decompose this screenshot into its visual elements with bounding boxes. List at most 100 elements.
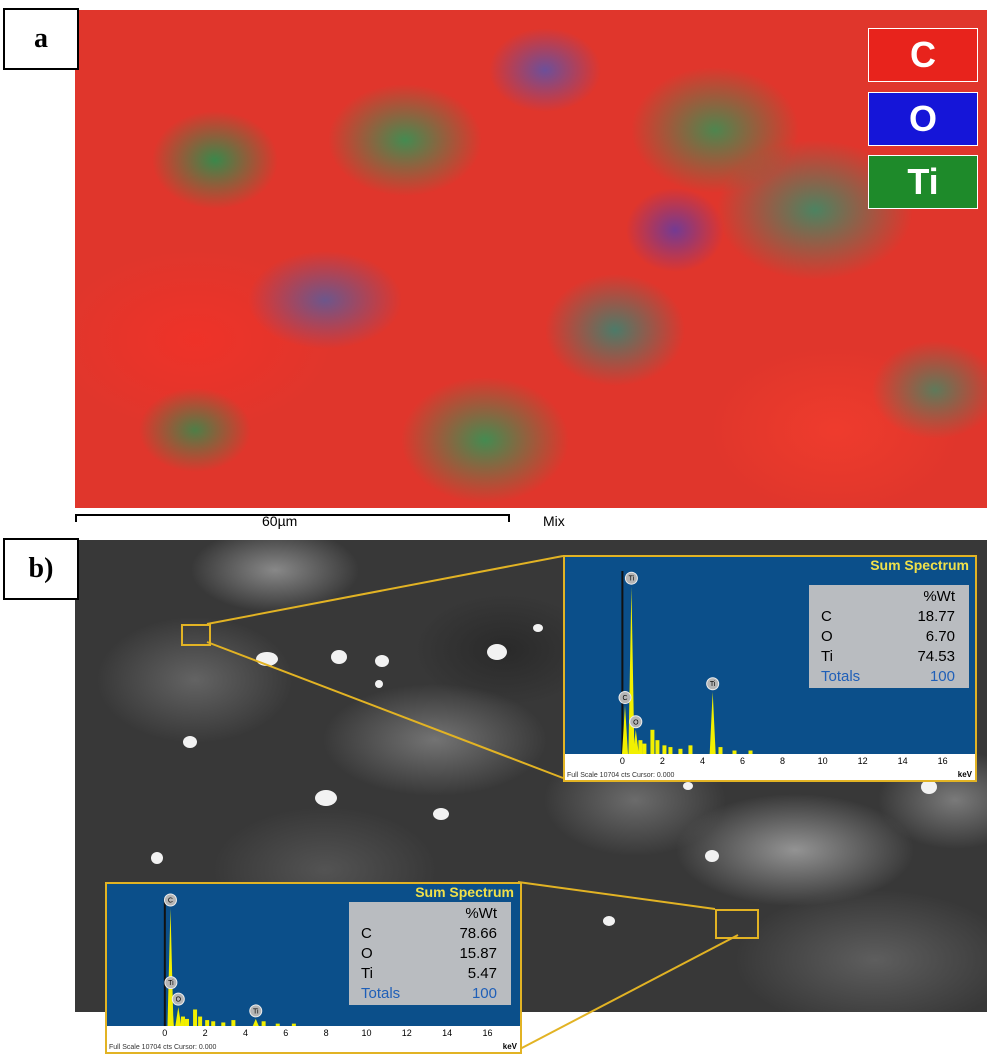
minor-peak (662, 745, 667, 754)
axis-tick-label: 2 (660, 756, 665, 766)
leader-line (206, 641, 564, 779)
panel-b-label: b) (3, 538, 79, 600)
peak-marker (624, 571, 638, 585)
peak-label: O (176, 997, 182, 1004)
spectrum-title: Sum Spectrum (415, 884, 514, 900)
peak-marker (706, 677, 720, 691)
element-symbol: O (361, 945, 373, 962)
element-symbol: C (821, 608, 832, 625)
minor-peak (642, 743, 647, 754)
minor-peak (688, 745, 693, 754)
table-header: %Wt (465, 905, 497, 922)
analysis-region-2 (715, 909, 759, 939)
spectrum-peak (632, 729, 639, 754)
bright-particle (433, 808, 449, 820)
analysis-region-1 (181, 624, 211, 646)
weight-percent: 74.53 (917, 648, 955, 665)
bright-particle (705, 850, 719, 862)
legend-carbon: C (868, 28, 978, 82)
minor-peak (211, 1021, 216, 1026)
axis-tick-label: 6 (283, 1028, 288, 1038)
minor-peak (221, 1022, 226, 1026)
scale-bar-tick-right (508, 514, 510, 522)
eds-element-map (75, 10, 987, 508)
spectrum-peak (167, 990, 174, 1026)
composition-table: %Wt C 78.66 O 15.87 Ti 5.47 Totals 100 (349, 902, 511, 1005)
minor-peak (198, 1016, 203, 1026)
leader-line (517, 881, 716, 910)
peak-label: Ti (629, 576, 635, 583)
spectrum-title: Sum Spectrum (870, 557, 969, 573)
minor-peak (205, 1020, 210, 1026)
spectrum-peak (167, 908, 174, 1026)
bright-particle (921, 780, 937, 794)
legend-titanium: Ti (868, 155, 978, 209)
minor-peak (261, 1021, 266, 1026)
minor-peak (180, 1016, 185, 1026)
axis-tick-label: 12 (402, 1028, 412, 1038)
eds-spectrum-2: Sum Spectrum %Wt C 78.66 O 15.87 Ti 5.47 To… (105, 882, 522, 1054)
minor-peak (275, 1023, 280, 1026)
minor-peak (748, 750, 753, 754)
element-symbol: Ti (821, 648, 833, 665)
axis-tick-label: 8 (324, 1028, 329, 1038)
minor-peak (650, 729, 655, 754)
scale-bar-tick-left (75, 514, 77, 522)
bright-particle (375, 655, 389, 667)
spectrum-footer-text: Full Scale 10704 cts Cursor: 0.000 (109, 1044, 217, 1051)
axis-tick-label: 16 (938, 756, 948, 766)
spectrum-peak (622, 705, 629, 754)
peak-label: C (168, 898, 173, 905)
axis-tick-label: 0 (162, 1028, 167, 1038)
tick-band (565, 754, 975, 766)
minor-peak (291, 1023, 296, 1026)
minor-peak (668, 747, 673, 754)
bright-particle (375, 680, 383, 688)
table-header: %Wt (923, 588, 955, 605)
minor-peak (655, 740, 660, 754)
axis-tick-label: 14 (442, 1028, 452, 1038)
eds-spectrum-1: Sum Spectrum %Wt C 18.77 O 6.70 Ti 74.53 To… (563, 555, 977, 782)
axis-tick-label: 4 (700, 756, 705, 766)
minor-peak (718, 747, 723, 754)
peak-marker (249, 1004, 263, 1018)
bright-particle (603, 916, 615, 926)
spectrum-footer: Full Scale 10704 cts Cursor: 0.000 keV (107, 1038, 520, 1052)
spectrum-peak (252, 1018, 259, 1026)
totals-label: Totals (361, 985, 401, 1002)
peak-marker (618, 691, 632, 705)
axis-tick-label: 12 (858, 756, 868, 766)
peak-label: O (633, 719, 639, 726)
scale-bar-label: 60µm (262, 513, 298, 529)
element-symbol: C (361, 925, 372, 942)
weight-percent: 5.47 (467, 965, 497, 982)
leader-line (517, 934, 739, 1051)
element-symbol: Ti (361, 965, 373, 982)
weight-percent: 78.66 (459, 925, 497, 942)
axis-tick-label: 8 (780, 756, 785, 766)
panel-a-label: a (3, 8, 79, 70)
map-layer-label: Mix (543, 513, 565, 529)
bright-particle (315, 790, 337, 806)
minor-peak (678, 748, 683, 754)
peak-label: C (622, 695, 627, 702)
minor-peak (638, 740, 643, 754)
spectrum-footer-text: Full Scale 10704 cts Cursor: 0.000 (567, 772, 675, 779)
peak-label: Ti (710, 681, 716, 688)
axis-tick-label: 2 (203, 1028, 208, 1038)
bright-particle (683, 782, 693, 790)
spectrum-peak (175, 1007, 182, 1026)
spectrum-peak (628, 586, 635, 754)
peak-label: Ti (168, 980, 174, 987)
totals-value: 100 (471, 985, 497, 1002)
composition-table: %Wt C 18.77 O 6.70 Ti 74.53 Totals 100 (809, 585, 969, 688)
spectrum-peak (709, 691, 716, 754)
legend-oxygen: O (868, 92, 978, 146)
axis-tick-label: 16 (482, 1028, 492, 1038)
axis-unit: keV (957, 770, 972, 779)
axis-tick-label: 14 (898, 756, 908, 766)
axis-unit: keV (502, 1042, 517, 1051)
weight-percent: 18.77 (917, 608, 955, 625)
